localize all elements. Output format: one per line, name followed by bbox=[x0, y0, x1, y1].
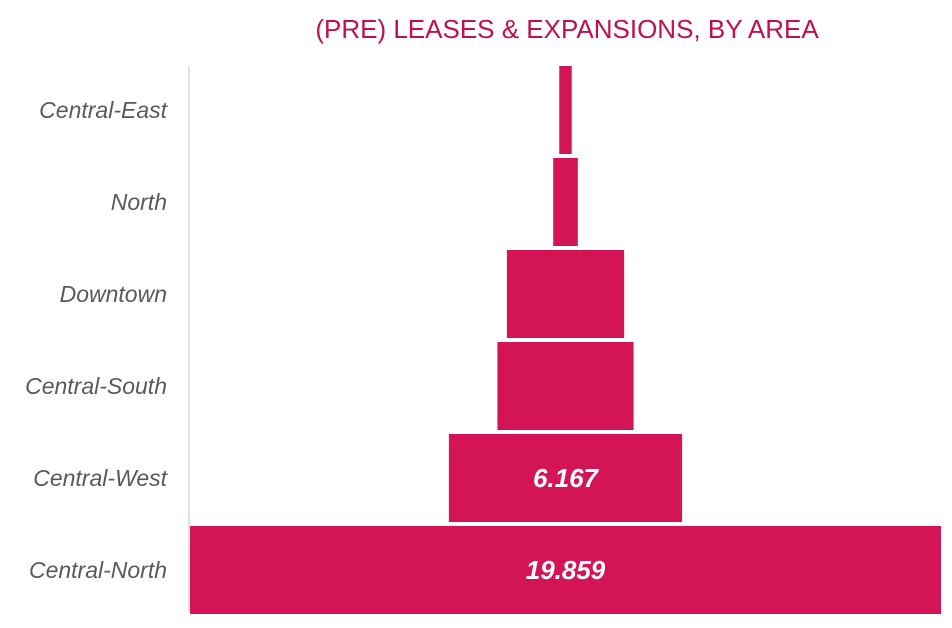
chart-title-text: (PRE) LEASES & EXPANSIONS, BY AREA bbox=[315, 14, 819, 44]
bar-downtown bbox=[506, 250, 625, 338]
category-label-downtown: Downtown bbox=[60, 281, 167, 307]
category-label-north: North bbox=[111, 189, 167, 215]
value-labels-group: 6.167 19.859 bbox=[526, 463, 606, 585]
category-label-central-west: Central-West bbox=[33, 465, 168, 491]
bars-group bbox=[190, 66, 941, 614]
category-label-central-east: Central-East bbox=[39, 97, 168, 123]
data-label-central-north: 19.859 bbox=[526, 555, 606, 585]
bar-north bbox=[553, 158, 578, 246]
category-label-central-north: Central-North bbox=[29, 557, 167, 583]
bar-central-west bbox=[448, 434, 683, 522]
bar-central-north bbox=[190, 526, 941, 614]
category-label-central-south: Central-South bbox=[25, 373, 167, 399]
data-label-central-west: 6.167 bbox=[533, 463, 600, 493]
bar-central-east bbox=[559, 66, 572, 154]
category-labels-group: Central-East North Downtown Central-South Ce… bbox=[25, 97, 169, 583]
chart-title: (PRE) LEASES & EXPANSIONS, BY AREA bbox=[190, 14, 944, 45]
bar-central-south bbox=[497, 342, 634, 430]
